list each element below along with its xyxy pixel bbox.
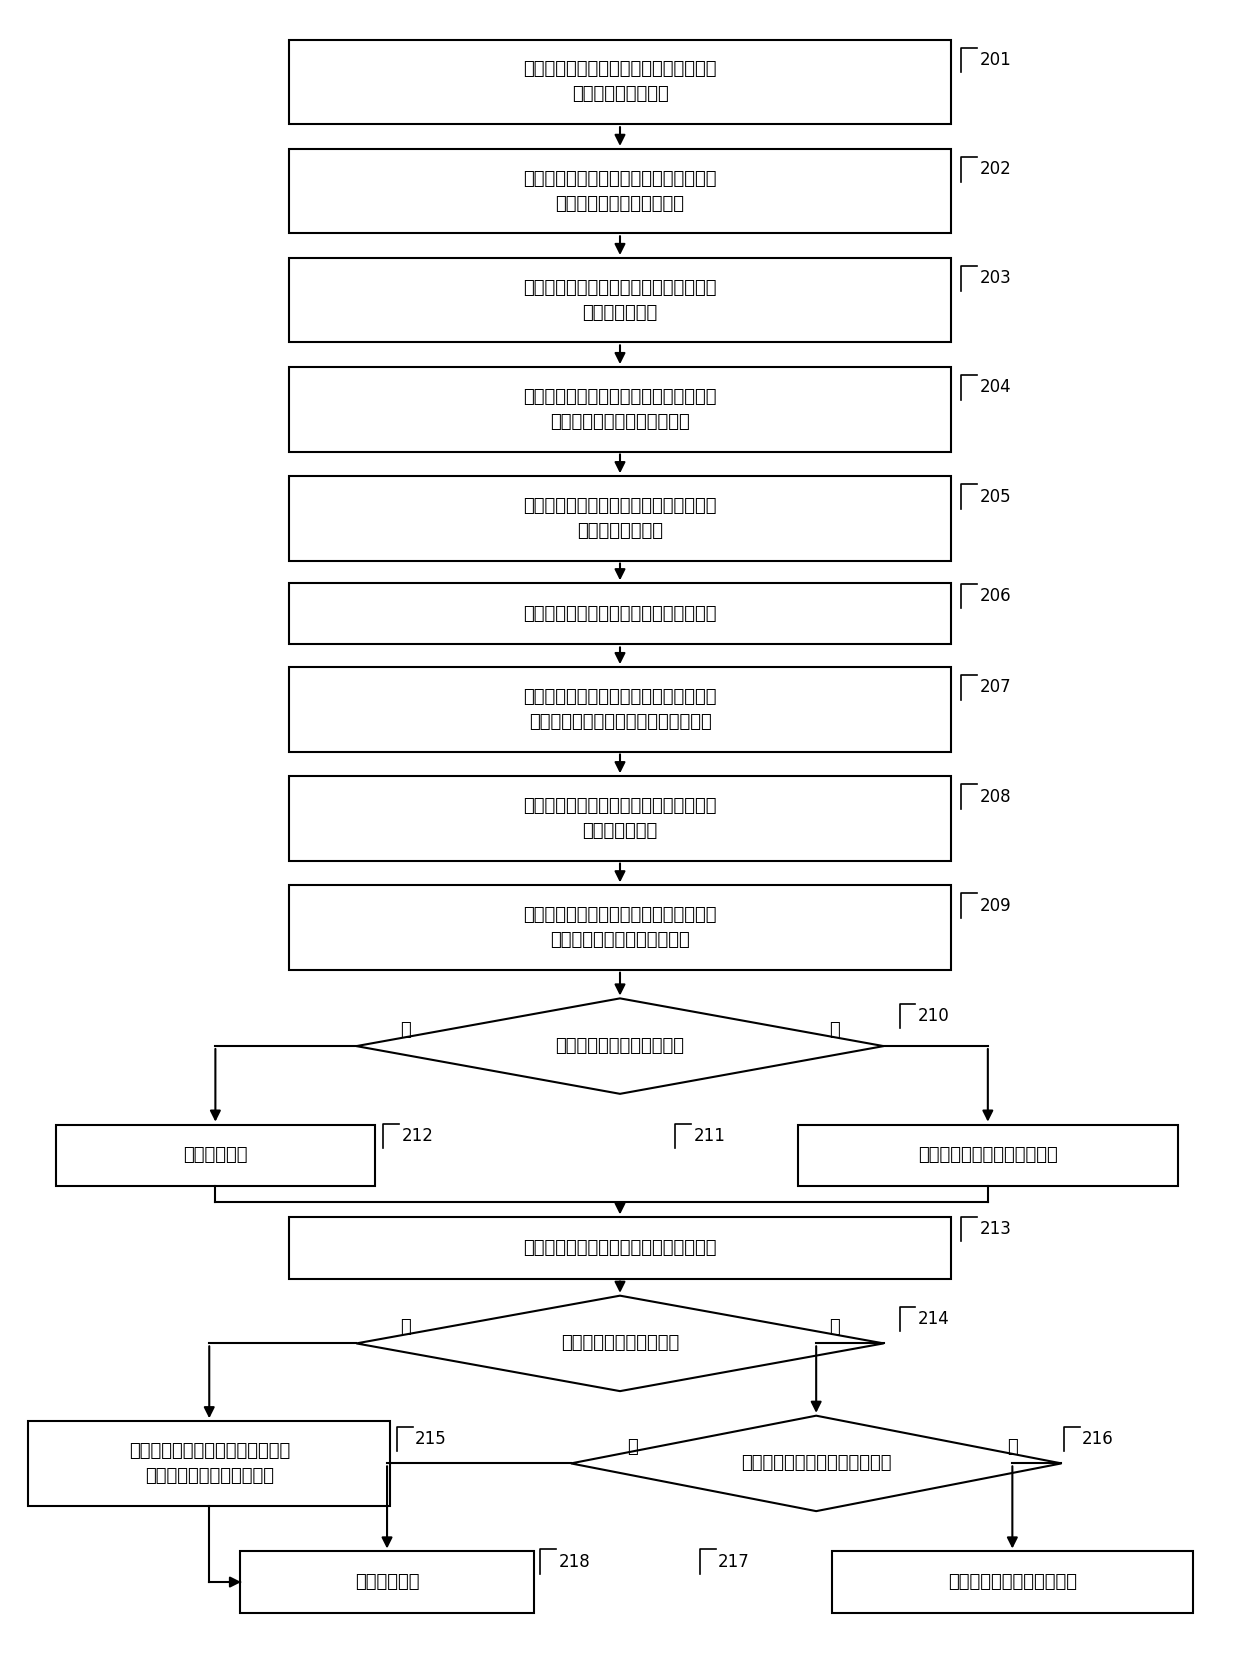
Text: 214: 214	[918, 1310, 950, 1328]
Text: 210: 210	[918, 1007, 950, 1025]
Polygon shape	[356, 1296, 884, 1391]
FancyBboxPatch shape	[239, 1551, 534, 1612]
FancyBboxPatch shape	[289, 258, 951, 343]
Text: 否: 否	[830, 1020, 839, 1038]
Text: 是: 是	[1007, 1438, 1018, 1456]
Text: 215: 215	[415, 1429, 446, 1448]
Text: 根据第一时刻和第二时刻计算目标停车费
用并向第一终端发送缴费页面: 根据第一时刻和第二时刻计算目标停车费 用并向第一终端发送缴费页面	[523, 905, 717, 948]
Text: 确定目标车辆车牌信息对应的目标提取码: 确定目标车辆车牌信息对应的目标提取码	[523, 1240, 717, 1256]
Text: 判断目标车辆是否完成缴费: 判断目标车辆是否完成缴费	[556, 1037, 684, 1055]
Text: 203: 203	[980, 270, 1011, 288]
Text: 211: 211	[693, 1127, 725, 1145]
Text: 否: 否	[627, 1438, 637, 1456]
Text: 218: 218	[559, 1553, 590, 1571]
Text: 执行其他操作: 执行其他操作	[355, 1572, 419, 1591]
Text: 204: 204	[980, 378, 1011, 396]
Text: 否: 否	[401, 1318, 410, 1336]
FancyBboxPatch shape	[832, 1551, 1193, 1612]
Text: 205: 205	[980, 488, 1011, 506]
FancyBboxPatch shape	[289, 1218, 951, 1278]
FancyBboxPatch shape	[289, 40, 951, 125]
Text: 判定目标车辆存在取车行为异常，
并对目标车辆进行相应处置: 判定目标车辆存在取车行为异常， 并对目标车辆进行相应处置	[129, 1443, 290, 1484]
FancyBboxPatch shape	[289, 148, 951, 233]
Text: 209: 209	[980, 897, 1011, 915]
Text: 是: 是	[830, 1318, 839, 1336]
FancyBboxPatch shape	[797, 1125, 1178, 1186]
FancyBboxPatch shape	[289, 476, 951, 561]
Text: 201: 201	[980, 52, 1011, 70]
Text: 将目标车辆的停车信息作为网络资源存储
在目标网络地址: 将目标车辆的停车信息作为网络资源存储 在目标网络地址	[523, 278, 717, 321]
FancyBboxPatch shape	[289, 368, 951, 451]
Text: 213: 213	[980, 1220, 1011, 1238]
Text: 判断是否输入目标提取码: 判断是否输入目标提取码	[560, 1335, 680, 1353]
Text: 是: 是	[401, 1020, 410, 1038]
Text: 执行其他操作: 执行其他操作	[184, 1146, 248, 1165]
Text: 207: 207	[980, 679, 1011, 697]
Text: 当接收到访问请求时，向第一终端发送目
标车辆的停车信息: 当接收到访问请求时，向第一终端发送目 标车辆的停车信息	[523, 498, 717, 539]
Polygon shape	[570, 1416, 1061, 1511]
Text: 当前时刻到达提醒时刻或停车时长达到目
标停车时长时向第一终端发送提醒消息: 当前时刻到达提醒时刻或停车时长达到目 标停车时长时向第一终端发送提醒消息	[523, 687, 717, 730]
Text: 判定目标车辆取车时长异常: 判定目标车辆取车时长异常	[947, 1572, 1076, 1591]
Text: 当获取到目标提取码的输入信息时，记录
当前的第二时刻: 当获取到目标提取码的输入信息时，记录 当前的第二时刻	[523, 797, 717, 840]
Text: 记录当前的第一时刻作为停车起始时刻，
为目标车辆分配目标提取码: 记录当前的第一时刻作为停车起始时刻， 为目标车辆分配目标提取码	[523, 170, 717, 213]
FancyBboxPatch shape	[289, 775, 951, 860]
Text: 当检测到目标车辆停入目标车位时，获取
目标车辆的车牌信息: 当检测到目标车辆停入目标车位时，获取 目标车辆的车牌信息	[523, 60, 717, 103]
Text: 为目标网络地址生产目标二维码信息，并
通过提取码管理装置进行显示: 为目标网络地址生产目标二维码信息，并 通过提取码管理装置进行显示	[523, 388, 717, 431]
FancyBboxPatch shape	[289, 885, 951, 970]
Text: 提醒目标车辆的车主完成缴费: 提醒目标车辆的车主完成缴费	[918, 1146, 1058, 1165]
Text: 接收到第一终端发送的停车时长提醒请求: 接收到第一终端发送的停车时长提醒请求	[523, 604, 717, 622]
Polygon shape	[356, 998, 884, 1093]
Text: 206: 206	[980, 587, 1011, 606]
FancyBboxPatch shape	[289, 667, 951, 752]
Text: 217: 217	[718, 1553, 750, 1571]
FancyBboxPatch shape	[289, 582, 951, 644]
Text: 212: 212	[402, 1127, 434, 1145]
FancyBboxPatch shape	[56, 1125, 374, 1186]
Text: 202: 202	[980, 160, 1011, 178]
Text: 判断取车时长是否超过预设时长: 判断取车时长是否超过预设时长	[742, 1454, 892, 1473]
Text: 208: 208	[980, 787, 1011, 805]
Text: 216: 216	[1083, 1429, 1114, 1448]
FancyBboxPatch shape	[29, 1421, 391, 1506]
